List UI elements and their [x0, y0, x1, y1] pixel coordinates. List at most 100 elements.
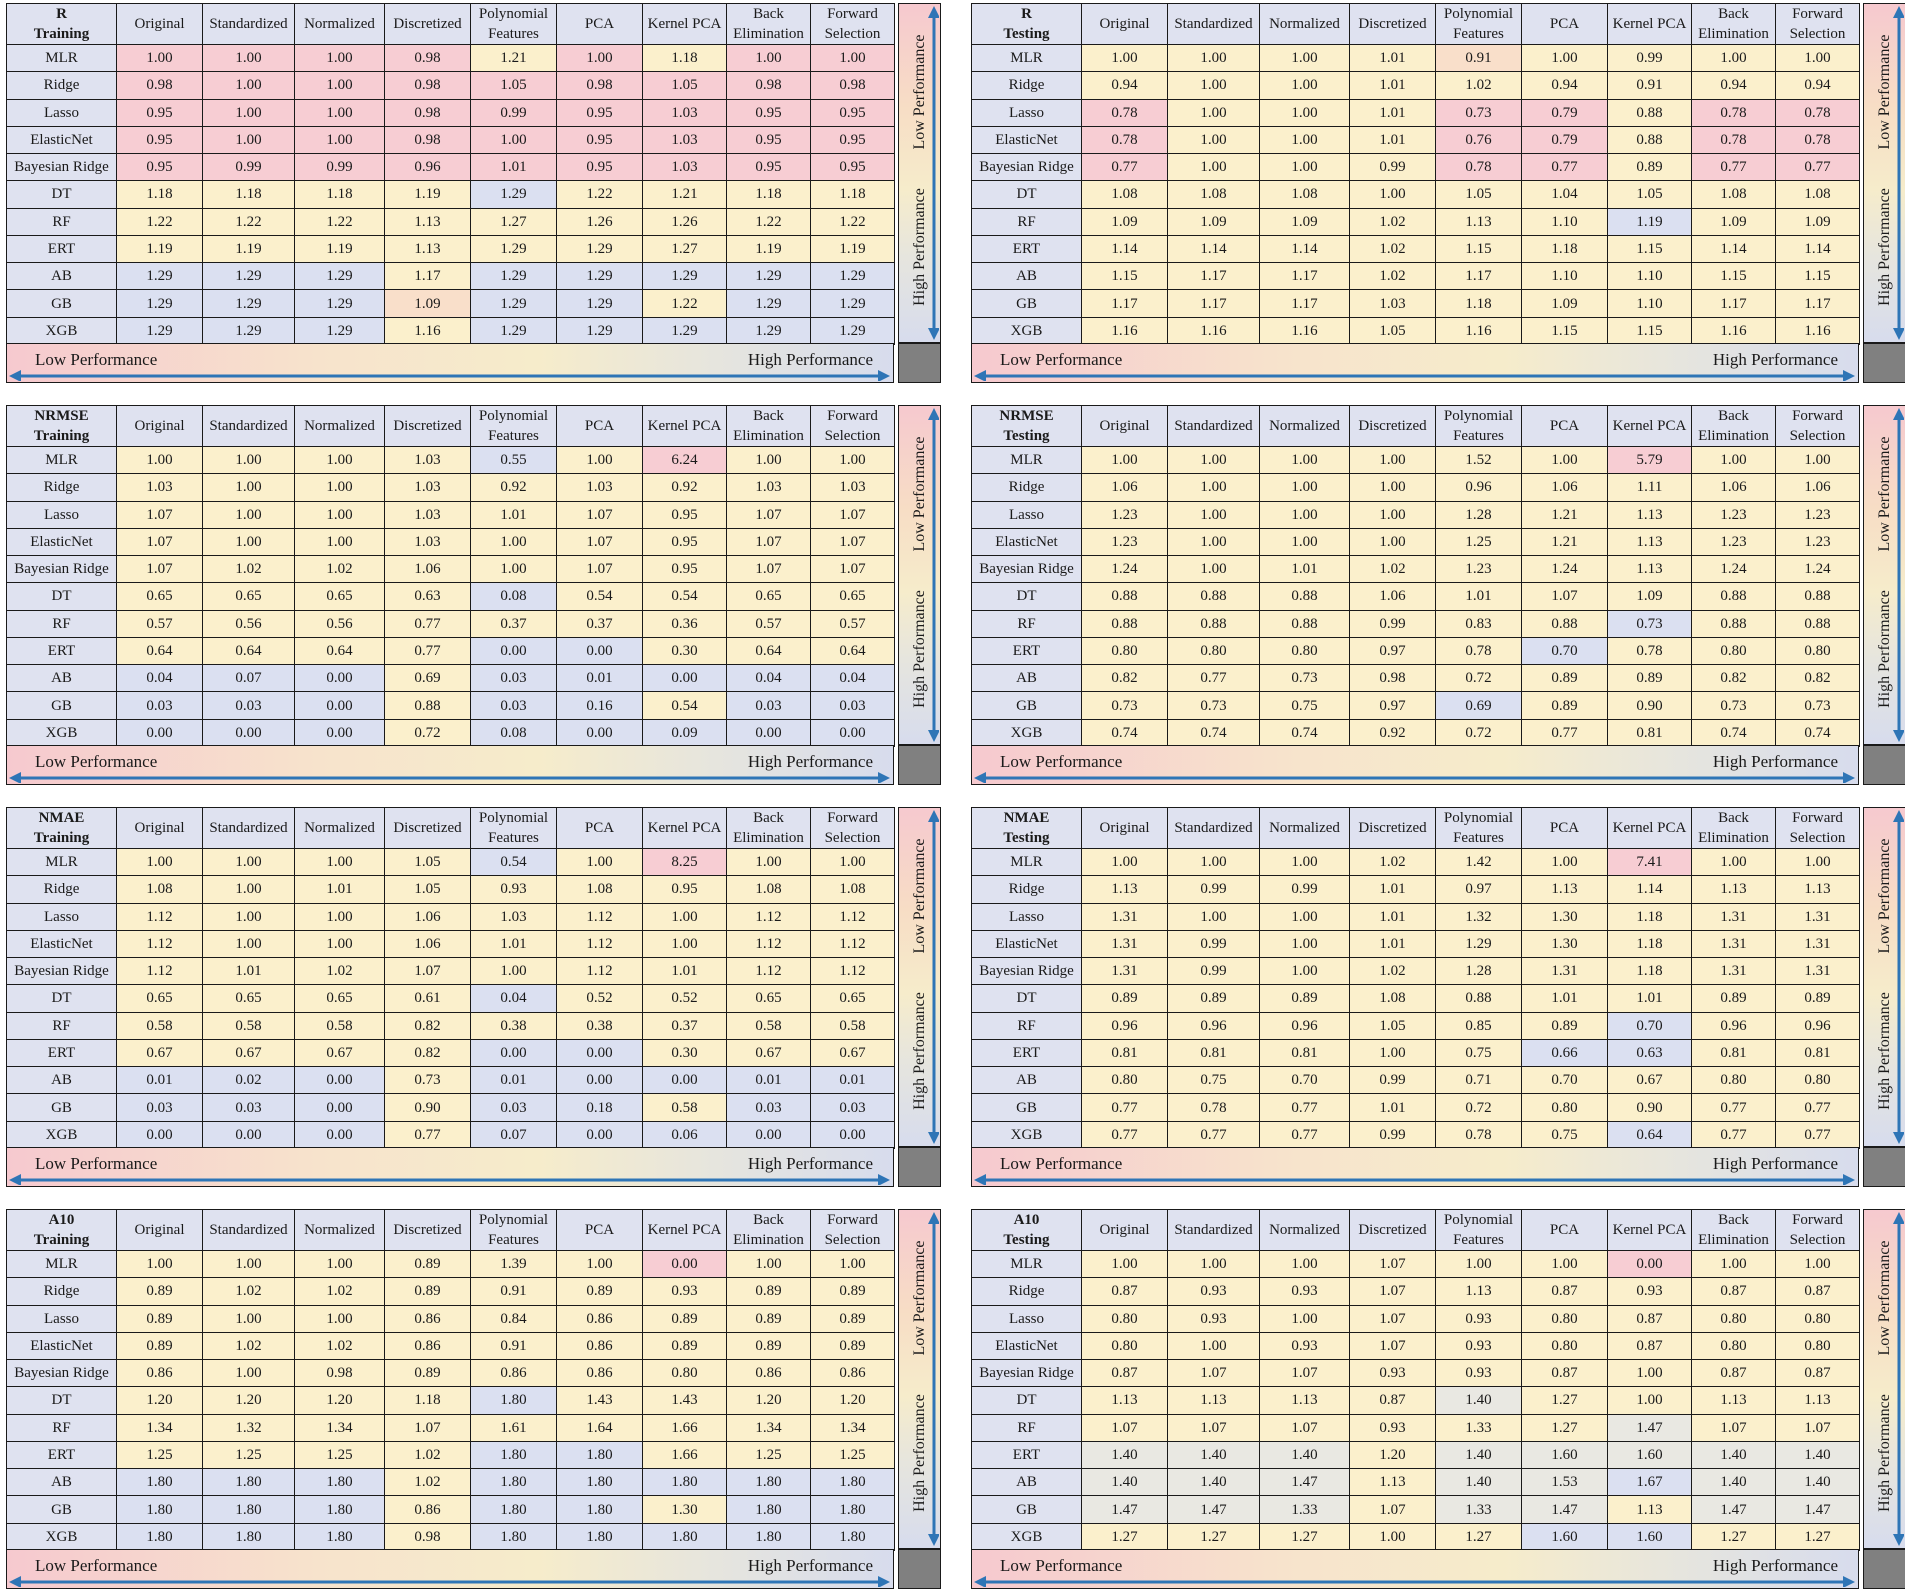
value-cell: 0.77 — [1167, 664, 1260, 693]
value-cell: 0.78 — [1167, 1093, 1260, 1122]
value-cell: 0.93 — [470, 875, 557, 904]
value-cell: 1.18 — [294, 180, 385, 209]
value-cell: 0.87 — [1081, 1277, 1168, 1306]
table-title-phase: Testing — [1003, 1232, 1050, 1248]
value-cell: 0.81 — [1167, 1038, 1260, 1068]
value-cell: 1.00 — [1349, 473, 1436, 502]
metric-table: NMAE Testing Original Standardized Normalize… — [971, 807, 1860, 1149]
row-label: MLR — [6, 445, 117, 475]
value-cell: 0.74 — [1775, 718, 1860, 747]
value-cell: 0.95 — [810, 125, 895, 155]
value-cell: 0.95 — [726, 153, 811, 182]
value-cell: 1.00 — [1691, 445, 1776, 475]
value-cell: 1.03 — [810, 473, 895, 502]
column-header: Original — [116, 3, 203, 45]
value-cell: 1.00 — [1691, 1249, 1776, 1279]
value-cell: 1.06 — [384, 929, 471, 959]
table-row: RF 0.96 0.96 0.96 1.05 0.85 0.89 0.70 0.96 0.96 — [971, 1011, 1860, 1040]
value-cell: 1.00 — [1167, 43, 1260, 73]
value-cell: 1.80 — [202, 1468, 295, 1497]
value-cell: 0.86 — [726, 1359, 811, 1388]
value-cell: 0.84 — [470, 1304, 557, 1333]
value-cell: 1.80 — [726, 1495, 811, 1524]
value-cell: 0.88 — [1691, 609, 1776, 638]
value-cell: 0.00 — [556, 636, 643, 666]
value-cell: 0.89 — [1081, 984, 1168, 1013]
table-row: XGB 1.16 1.16 1.16 1.05 1.16 1.15 1.15 1.16 1.16 — [971, 316, 1860, 345]
vertical-performance-scale: Low Performance High Performance — [1863, 405, 1905, 745]
table-row: ERT 1.25 1.25 1.25 1.02 1.80 1.80 1.66 1.25 1.25 — [6, 1440, 895, 1470]
value-cell: 1.80 — [642, 1468, 727, 1497]
column-header: Normalized — [294, 1209, 385, 1251]
value-cell: 1.10 — [1521, 262, 1608, 291]
row-label: ERT — [6, 636, 117, 666]
value-cell: 1.22 — [726, 207, 811, 236]
row-label: ERT — [971, 1440, 1082, 1470]
value-cell: 1.09 — [1607, 582, 1692, 611]
value-cell: 1.17 — [1435, 262, 1522, 291]
table-row: AB 0.82 0.77 0.73 0.98 0.72 0.89 0.89 0.82 0.82 — [971, 664, 1860, 693]
value-cell: 1.00 — [294, 500, 385, 529]
value-cell: 0.73 — [1775, 691, 1860, 720]
value-cell: 1.01 — [470, 500, 557, 529]
table-row: Ridge 0.87 0.93 0.93 1.07 1.13 0.87 0.93 0.87 0.8… — [971, 1277, 1860, 1306]
value-cell: 1.02 — [202, 555, 295, 584]
table-row: Lasso 0.95 1.00 1.00 0.98 0.99 0.95 1.03 0.95 0.9… — [6, 98, 895, 127]
value-cell: 1.00 — [1607, 1359, 1692, 1388]
value-cell: 1.31 — [1081, 957, 1168, 986]
value-cell: 1.40 — [1081, 1468, 1168, 1497]
value-cell: 1.12 — [810, 902, 895, 931]
value-cell: 0.89 — [642, 1331, 727, 1361]
row-label: RF — [971, 207, 1082, 236]
value-cell: 0.03 — [470, 1093, 557, 1122]
table-row: ElasticNet 0.80 1.00 0.93 1.07 0.93 0.80 0.87 0.… — [971, 1331, 1860, 1361]
high-performance-label: High Performance — [747, 1154, 873, 1173]
value-cell: 0.88 — [1775, 582, 1860, 611]
value-cell: 0.97 — [1435, 875, 1522, 904]
value-cell: 0.98 — [384, 43, 471, 73]
value-cell: 0.89 — [726, 1331, 811, 1361]
value-cell: 0.00 — [642, 1066, 727, 1095]
value-cell: 0.87 — [1521, 1359, 1608, 1388]
value-cell: 1.29 — [1435, 929, 1522, 959]
value-cell: 1.24 — [1691, 555, 1776, 584]
value-cell: 0.80 — [1775, 1066, 1860, 1095]
column-header: Normalized — [1259, 405, 1350, 447]
value-cell: 1.13 — [384, 234, 471, 264]
value-cell: 1.80 — [810, 1522, 895, 1551]
table-row: MLR 1.00 1.00 1.00 1.00 1.52 1.00 5.79 1.00 1.00 — [971, 445, 1860, 475]
value-cell: 0.70 — [1607, 1011, 1692, 1040]
value-cell: 1.18 — [642, 43, 727, 73]
table-row: ElasticNet 0.78 1.00 1.00 1.01 0.76 0.79 0.88 0.… — [971, 125, 1860, 155]
value-cell: 0.72 — [384, 718, 471, 747]
value-cell: 1.64 — [556, 1413, 643, 1442]
value-cell: 1.02 — [294, 957, 385, 986]
value-cell: 0.88 — [1167, 609, 1260, 638]
value-cell: 0.88 — [1521, 609, 1608, 638]
low-performance-label: Low Performance — [1876, 34, 1893, 150]
value-cell: 0.88 — [1259, 582, 1350, 611]
value-cell: 0.88 — [384, 691, 471, 720]
value-cell: 1.40 — [1259, 1440, 1350, 1470]
column-header: Back Elimination — [726, 807, 811, 849]
row-label: Lasso — [6, 902, 117, 931]
table-row: Lasso 0.78 1.00 1.00 1.01 0.73 0.79 0.88 0.78 0.7… — [971, 98, 1860, 127]
column-header: Forward Selection — [810, 405, 895, 447]
value-cell: 1.00 — [1167, 473, 1260, 502]
value-cell: 1.00 — [294, 445, 385, 475]
column-header: Polynomial Features — [470, 1209, 557, 1251]
vertical-double-arrow-icon — [928, 408, 939, 742]
row-label: ERT — [6, 1038, 117, 1068]
value-cell: 1.02 — [1349, 262, 1436, 291]
value-cell: 1.00 — [294, 1249, 385, 1279]
value-cell: 1.47 — [1691, 1495, 1776, 1524]
value-cell: 0.73 — [1691, 691, 1776, 720]
value-cell: 0.78 — [1435, 153, 1522, 182]
row-label: MLR — [971, 43, 1082, 73]
column-header: Discretized — [1349, 3, 1436, 45]
value-cell: 1.33 — [1259, 1495, 1350, 1524]
value-cell: 0.73 — [384, 1066, 471, 1095]
value-cell: 0.78 — [1607, 636, 1692, 666]
value-cell: 1.03 — [470, 902, 557, 931]
table-title: R Training — [6, 3, 117, 45]
